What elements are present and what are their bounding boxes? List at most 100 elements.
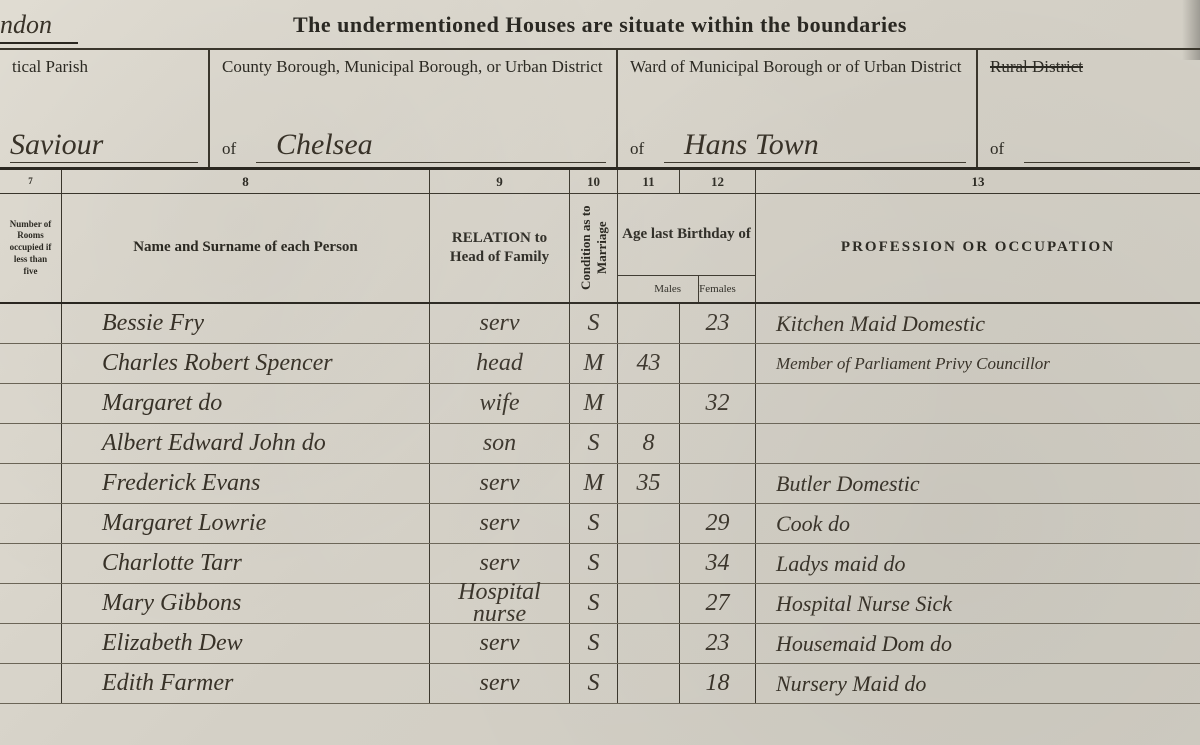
rural-value [1024, 162, 1190, 163]
cell-rooms [0, 504, 62, 543]
table-row: Charles Robert SpencerheadM43Member of P… [0, 344, 1200, 384]
header-rooms: Number of Rooms occupied if less than fi… [0, 194, 62, 302]
cell-name: Charlotte Tarr [62, 544, 430, 583]
cell-relation: serv [430, 664, 570, 703]
borough-value: Chelsea [256, 128, 606, 163]
cell-relation: son [430, 424, 570, 463]
header-relation: RELATION to Head of Family [430, 194, 570, 302]
cell-profession: Kitchen Maid Domestic [756, 304, 1200, 343]
header-rooms-text: Number of Rooms occupied if less than fi… [2, 215, 59, 281]
cell-profession: Cook do [756, 504, 1200, 543]
header-condition: Condition as to Marriage [570, 194, 618, 302]
cell-age-male: 43 [618, 344, 680, 383]
cell-profession [756, 424, 1200, 463]
cell-age-male [618, 304, 680, 343]
header-age-split: Males Females [637, 276, 736, 302]
cell-rooms [0, 344, 62, 383]
header-females: Females [699, 276, 736, 302]
cell-rooms [0, 544, 62, 583]
cell-rooms [0, 584, 62, 623]
cell-relation: serv [430, 544, 570, 583]
cell-relation: serv [430, 464, 570, 503]
cell-relation: serv [430, 304, 570, 343]
header-profession: PROFESSION OR OCCUPATION [756, 194, 1200, 302]
page-title: The undermentioned Houses are situate wi… [0, 12, 1200, 38]
cell-age-male: 35 [618, 464, 680, 503]
table-row: Charlotte TarrservS 34Ladys maid do [0, 544, 1200, 584]
header-area: ndon The undermentioned Houses are situa… [0, 8, 1200, 48]
header-profession-text: PROFESSION OR OCCUPATION [837, 234, 1119, 262]
cell-relation: wife [430, 384, 570, 423]
cell-condition: M [570, 464, 618, 503]
table-row: Frederick EvansservM35Butler Domestic [0, 464, 1200, 504]
cell-condition: S [570, 664, 618, 703]
parish-value: Saviour [10, 128, 198, 163]
cell-relation: serv [430, 504, 570, 543]
cell-condition: M [570, 344, 618, 383]
cell-age-male [618, 664, 680, 703]
colnum-8: 8 [62, 170, 430, 193]
region-ward: Ward of Municipal Borough or of Urban Di… [618, 50, 978, 167]
colnum-13: 13 [756, 170, 1200, 193]
cell-age-male [618, 544, 680, 583]
cell-rooms [0, 384, 62, 423]
cell-age-male [618, 504, 680, 543]
cell-condition: S [570, 624, 618, 663]
data-rows: Bessie FryservS23Kitchen Maid DomesticCh… [0, 304, 1200, 704]
column-numbers: 7 8 9 10 11 12 13 [0, 170, 1200, 194]
header-males: Males [637, 276, 699, 302]
table-row: Elizabeth DewservS23Housemaid Dom do [0, 624, 1200, 664]
cell-relation: head [430, 344, 570, 383]
cell-name: Albert Edward John do [62, 424, 430, 463]
table-row: Margaret LowrieservS 29Cook do [0, 504, 1200, 544]
cell-age-female: 18 [680, 664, 756, 703]
table-row: Mary GibbonsHospital nurseS27Hospital Nu… [0, 584, 1200, 624]
header-age-wrap: Age last Birthday of Males Females [618, 194, 756, 302]
table-row: Bessie FryservS23Kitchen Maid Domestic [0, 304, 1200, 344]
header-condition-text: Condition as to Marriage [578, 194, 610, 302]
cell-name: Margaret Lowrie [62, 504, 430, 543]
table-row: Margaret dowifeM32 [0, 384, 1200, 424]
census-page: ndon The undermentioned Houses are situa… [0, 0, 1200, 745]
cell-age-female [680, 344, 756, 383]
cell-profession [756, 384, 1200, 423]
cell-age-male [618, 624, 680, 663]
cell-age-male: 8 [618, 424, 680, 463]
ward-value: Hans Town [664, 128, 966, 163]
column-headers: Number of Rooms occupied if less than fi… [0, 194, 1200, 304]
cell-name: Edith Farmer [62, 664, 430, 703]
region-headers: tical Parish Saviour County Borough, Mun… [0, 48, 1200, 170]
table-row: Albert Edward John dosonS8 [0, 424, 1200, 464]
cell-age-male [618, 584, 680, 623]
table-row: Edith FarmerservS18Nursery Maid do [0, 664, 1200, 704]
region-rural: Rural District of [978, 50, 1200, 167]
cell-rooms [0, 624, 62, 663]
cell-rooms [0, 424, 62, 463]
borough-label: County Borough, Municipal Borough, or Ur… [222, 56, 606, 77]
cell-rooms [0, 464, 62, 503]
cell-age-female: 23 [680, 624, 756, 663]
rural-label: Rural District [990, 56, 1190, 77]
header-relation-text: RELATION to Head of Family [430, 225, 569, 272]
cell-name: Bessie Fry [62, 304, 430, 343]
cell-profession: Hospital Nurse Sick [756, 584, 1200, 623]
cell-age-female: 34 [680, 544, 756, 583]
cell-relation: serv [430, 624, 570, 663]
cell-age-female [680, 424, 756, 463]
rural-of: of [990, 139, 1004, 159]
cell-condition: S [570, 504, 618, 543]
cell-name: Frederick Evans [62, 464, 430, 503]
cell-relation: Hospital nurse [430, 584, 570, 623]
parish-label: tical Parish [12, 56, 198, 77]
cell-age-female: 32 [680, 384, 756, 423]
cell-age-female: 29 [680, 504, 756, 543]
cell-condition: M [570, 384, 618, 423]
ward-of: of [630, 139, 644, 159]
header-name: Name and Surname of each Person [62, 194, 430, 302]
cell-age-female [680, 464, 756, 503]
colnum-11: 11 [618, 170, 680, 193]
colnum-7: 7 [0, 170, 62, 193]
cell-age-male [618, 384, 680, 423]
cell-condition: S [570, 544, 618, 583]
cell-profession: Ladys maid do [756, 544, 1200, 583]
